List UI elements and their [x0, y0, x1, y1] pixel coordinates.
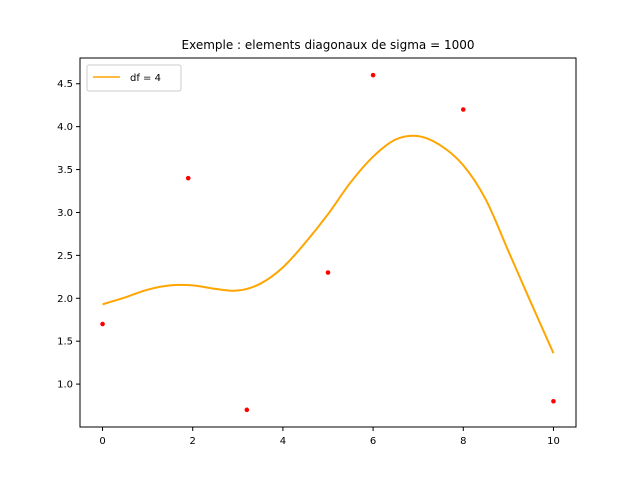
x-tick-label: 0 — [99, 436, 105, 447]
y-tick-label: 4.5 — [57, 79, 73, 90]
x-axis: 0 2 4 6 8 10 — [99, 427, 560, 447]
data-point — [185, 175, 191, 181]
y-tick-label: 1.0 — [57, 380, 73, 391]
data-point — [460, 107, 466, 112]
data-point — [100, 321, 105, 327]
series-layer — [100, 72, 556, 413]
legend-label: df = 4 — [130, 73, 161, 84]
data-point — [370, 72, 376, 78]
y-tick-label: 2.5 — [57, 251, 73, 262]
x-tick-label: 6 — [370, 436, 376, 447]
plot-area — [79, 57, 577, 428]
data-point — [551, 398, 556, 404]
chart-title: Exemple : elements diagonaux de sigma = … — [182, 38, 475, 52]
y-tick-label: 3.0 — [57, 208, 73, 219]
y-axis: 1.0 1.5 2.0 2.5 3.0 3.5 4.0 4.5 — [57, 79, 80, 391]
series-line-df4 — [102, 134, 555, 354]
legend-box — [86, 64, 182, 92]
x-tick-label: 2 — [190, 436, 196, 447]
data-point — [244, 407, 250, 413]
y-tick-label: 3.5 — [57, 165, 73, 176]
data-point — [325, 270, 331, 275]
x-tick-label: 10 — [547, 436, 560, 447]
legend: df = 4 — [86, 64, 182, 92]
y-tick-label: 2.0 — [57, 294, 73, 305]
y-tick-label: 1.5 — [57, 337, 73, 348]
y-tick-label: 4.0 — [57, 122, 73, 133]
x-tick-label: 8 — [460, 436, 466, 447]
x-tick-label: 4 — [280, 436, 286, 447]
